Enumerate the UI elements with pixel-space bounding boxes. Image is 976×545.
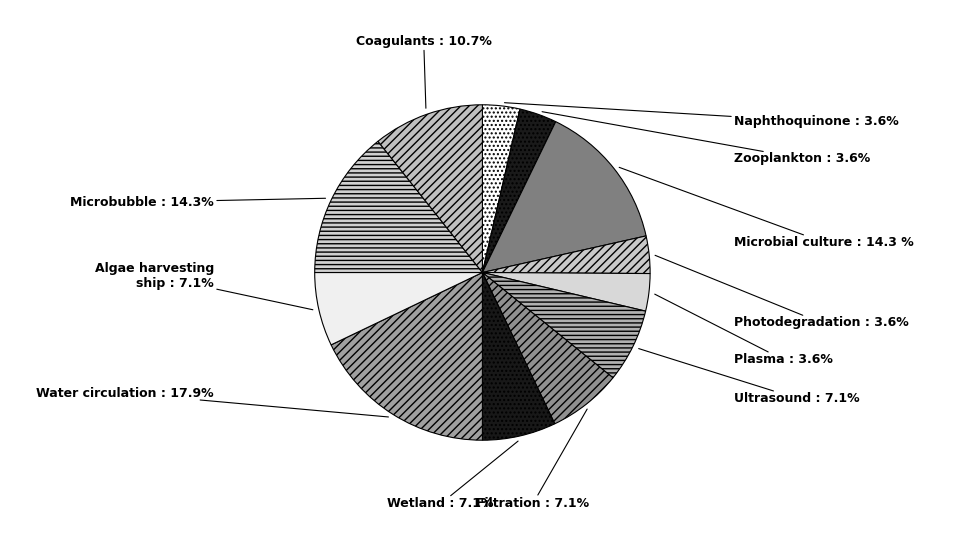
Text: Filtration : 7.1%: Filtration : 7.1% — [476, 409, 590, 511]
Wedge shape — [482, 109, 555, 272]
Wedge shape — [482, 105, 520, 272]
Wedge shape — [331, 272, 482, 440]
Text: Ultrasound : 7.1%: Ultrasound : 7.1% — [638, 349, 860, 405]
Wedge shape — [482, 272, 554, 440]
Text: Plasma : 3.6%: Plasma : 3.6% — [655, 294, 833, 366]
Text: Algae harvesting
ship : 7.1%: Algae harvesting ship : 7.1% — [95, 262, 313, 310]
Wedge shape — [314, 272, 482, 345]
Text: Coagulants : 10.7%: Coagulants : 10.7% — [356, 34, 492, 108]
Text: Photodegradation : 3.6%: Photodegradation : 3.6% — [655, 255, 909, 329]
Wedge shape — [378, 105, 482, 272]
Text: Naphthoquinone : 3.6%: Naphthoquinone : 3.6% — [505, 102, 899, 128]
Text: Microbubble : 14.3%: Microbubble : 14.3% — [70, 196, 326, 209]
Wedge shape — [482, 236, 650, 274]
Wedge shape — [482, 122, 646, 272]
Wedge shape — [482, 272, 650, 311]
Wedge shape — [482, 272, 645, 378]
Text: Microbial culture : 14.3 %: Microbial culture : 14.3 % — [619, 167, 914, 249]
Wedge shape — [482, 272, 613, 424]
Wedge shape — [314, 141, 482, 272]
Text: Wetland : 7.1%: Wetland : 7.1% — [387, 441, 518, 511]
Text: Water circulation : 17.9%: Water circulation : 17.9% — [36, 387, 388, 417]
Text: Zooplankton : 3.6%: Zooplankton : 3.6% — [542, 112, 871, 165]
